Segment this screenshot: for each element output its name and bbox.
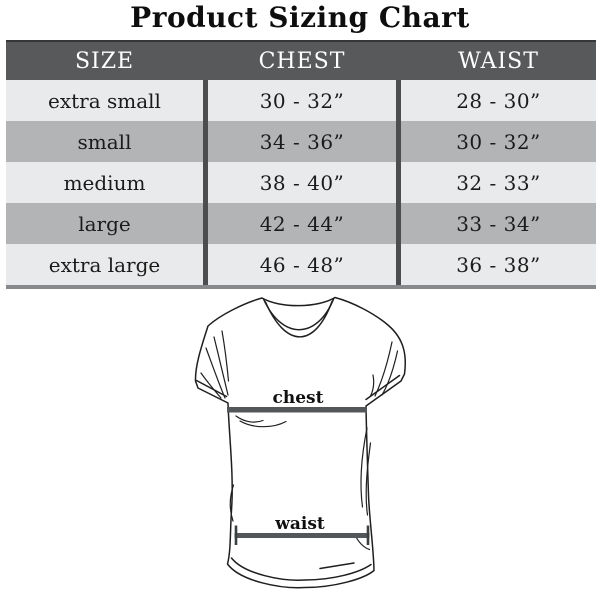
column-header-waist: WAIST: [458, 48, 539, 74]
column-divider: [203, 244, 208, 285]
chest-cell: 42 - 44”: [259, 211, 345, 236]
chest-cell: 38 - 40”: [259, 170, 345, 195]
sizing-table: SIZE CHEST WAIST extra small 30 - 32” 28…: [6, 40, 596, 289]
size-cell: extra small: [48, 88, 161, 113]
tshirt-line-art: [194, 296, 406, 589]
hem-stitch-line: [319, 562, 355, 570]
wrinkle-line: [369, 374, 375, 397]
tshirt-outline: [194, 296, 406, 589]
column-header-chest: CHEST: [258, 48, 346, 74]
wrinkle-line: [239, 420, 287, 428]
table-row: medium 38 - 40” 32 - 33”: [6, 162, 596, 203]
right-cuff-line: [365, 374, 401, 401]
tshirt-diagram: chest waist: [168, 285, 440, 600]
size-cell: small: [77, 129, 132, 154]
wrinkle-line: [374, 341, 393, 397]
column-divider: [396, 203, 401, 244]
column-divider: [203, 203, 208, 244]
size-cell: medium: [63, 170, 146, 195]
table-bottom-border: [6, 285, 596, 289]
table-row: small 34 - 36” 30 - 32”: [6, 121, 596, 162]
wrinkle-line: [365, 442, 372, 516]
wrinkle-line: [221, 330, 230, 382]
wrinkle-line: [229, 484, 235, 522]
column-divider: [396, 244, 401, 285]
size-cell: extra large: [48, 252, 161, 277]
table-row: large 42 - 44” 33 - 34”: [6, 203, 596, 244]
wrinkle-line: [200, 372, 222, 399]
waist-cell: 36 - 38”: [456, 252, 541, 277]
waist-label: waist: [274, 514, 325, 534]
table-row: extra large 46 - 48” 36 - 38”: [6, 244, 596, 285]
wrinkle-line: [360, 427, 368, 508]
size-cell: large: [78, 211, 131, 236]
hem-inner-line: [230, 557, 372, 581]
chest-cell: 30 - 32”: [259, 88, 345, 113]
column-divider: [396, 162, 401, 203]
wrinkle-line: [381, 350, 399, 396]
column-divider: [396, 80, 401, 121]
chest-measure-bar: [227, 407, 367, 413]
left-cuff-line: [195, 379, 228, 398]
waist-cell: 30 - 32”: [456, 129, 541, 154]
column-divider: [203, 121, 208, 162]
waist-cell: 33 - 34”: [456, 211, 541, 236]
column-divider: [396, 121, 401, 162]
wrinkle-line: [355, 536, 371, 551]
wrinkle-line: [235, 415, 264, 423]
waist-cell: 28 - 30”: [456, 88, 541, 113]
wrinkle-line: [205, 347, 226, 399]
column-divider: [203, 162, 208, 203]
page-title: Product Sizing Chart: [130, 1, 470, 34]
wrinkle-line: [213, 336, 229, 396]
chest-cell: 34 - 36”: [259, 129, 345, 154]
waist-bar-end-ticks: [234, 525, 370, 545]
waist-measure-bar: [234, 533, 370, 538]
table-header-row: SIZE CHEST WAIST: [6, 40, 596, 80]
chest-cell: 46 - 48”: [259, 252, 345, 277]
column-header-size: SIZE: [74, 48, 135, 74]
chest-label: chest: [273, 388, 324, 408]
table-row: extra small 30 - 32” 28 - 30”: [6, 80, 596, 121]
collar-opening-line: [264, 300, 333, 338]
waist-cell: 32 - 33”: [456, 170, 541, 195]
column-divider: [203, 80, 208, 121]
